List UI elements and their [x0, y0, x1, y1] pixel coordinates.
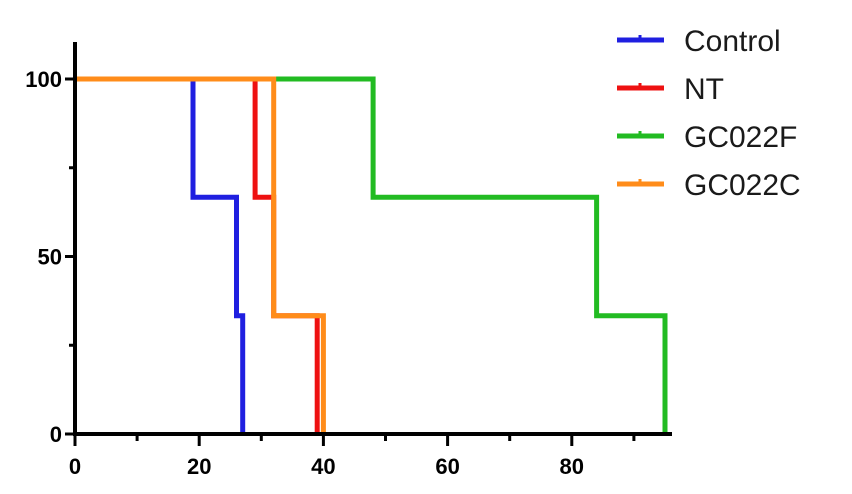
- x-tick-label: 0: [69, 454, 81, 479]
- y-tick-label: 100: [25, 67, 62, 92]
- legend-item-control: Control: [617, 25, 781, 58]
- legend-item-gc022f: GC022F: [617, 121, 797, 154]
- x-tick-label: 40: [311, 454, 335, 479]
- x-axis-ticks: 0 20 40 60 80: [69, 434, 636, 479]
- x-tick-label: 80: [560, 454, 584, 479]
- series-lines: [75, 76, 668, 434]
- legend-label: GC022F: [684, 121, 797, 154]
- x-tick-label: 60: [435, 454, 459, 479]
- legend-item-gc022c: GC022C: [617, 169, 801, 202]
- axes: 0 20 40 60 80 0 50 100: [25, 42, 672, 479]
- y-tick-label: 50: [38, 245, 62, 270]
- x-tick-label: 20: [187, 454, 211, 479]
- y-tick-label: 0: [50, 422, 62, 447]
- series-line-gc022f: [75, 76, 668, 434]
- legend-label: NT: [684, 73, 724, 106]
- legend: Control NT GC022F GC022C: [617, 25, 801, 202]
- legend-label: Control: [684, 25, 781, 58]
- y-axis-ticks: 0 50 100: [25, 67, 75, 447]
- series-line-control: [75, 76, 246, 434]
- legend-label: GC022C: [684, 169, 801, 202]
- series-line-nt: [75, 76, 320, 434]
- legend-item-nt: NT: [617, 73, 724, 106]
- series-line-gc022c: [75, 76, 326, 434]
